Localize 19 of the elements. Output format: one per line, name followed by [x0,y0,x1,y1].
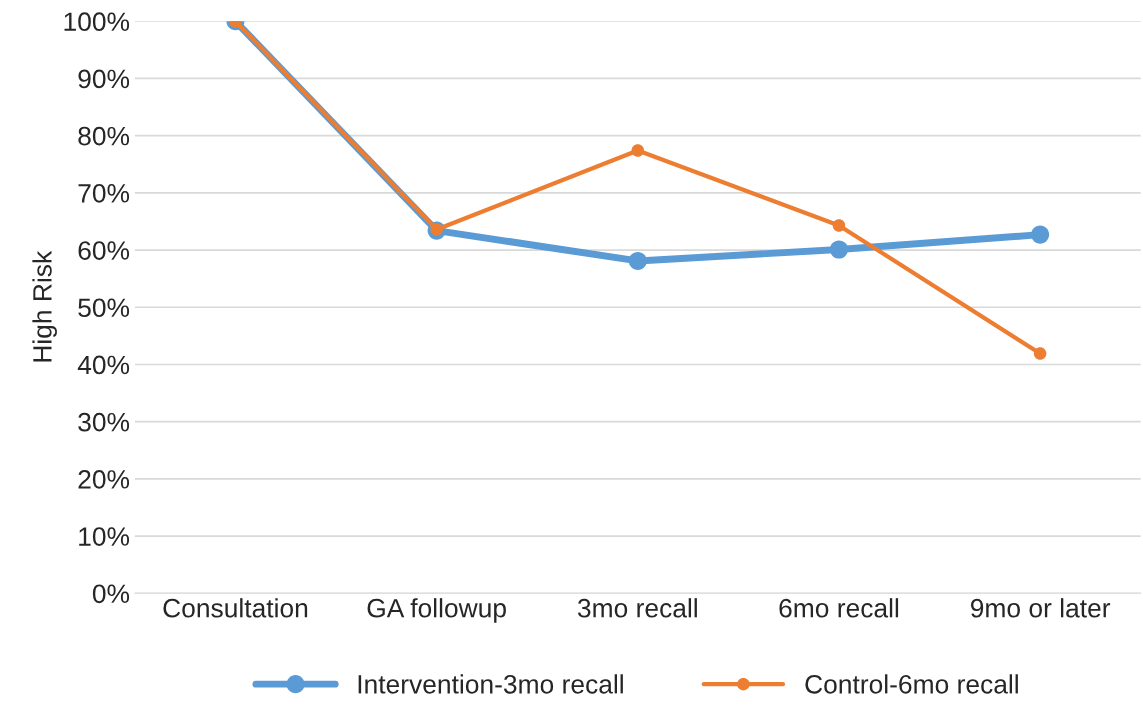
y-axis-title: High Risk [32,250,57,362]
x-tick-label: Consultation [163,598,308,618]
y-tick-label: 20% [78,470,130,489]
x-tick-label: 3mo recall [577,598,697,618]
x-tick-label: GA followup [367,598,506,623]
x-tick-label: 9mo or later [970,598,1111,618]
y-tick-label: 60% [78,241,130,260]
y-tick-label: 40% [77,355,130,375]
y-tick-label: 90% [78,69,130,89]
y-tick-label: 100% [64,12,130,32]
y-tick-label: 10% [79,527,130,546]
x-tick-label: 6mo recall [779,598,899,618]
legend-label: Control-6mo recall [805,674,1018,694]
y-tick-label: 80% [78,126,130,146]
y-tick-label: 50% [78,298,130,318]
y-tick-label: 0% [92,584,130,604]
y-tick-label: 30% [78,412,130,432]
y-tick-label: 70% [78,183,130,203]
legend-label: Intervention-3mo recall [358,674,623,694]
